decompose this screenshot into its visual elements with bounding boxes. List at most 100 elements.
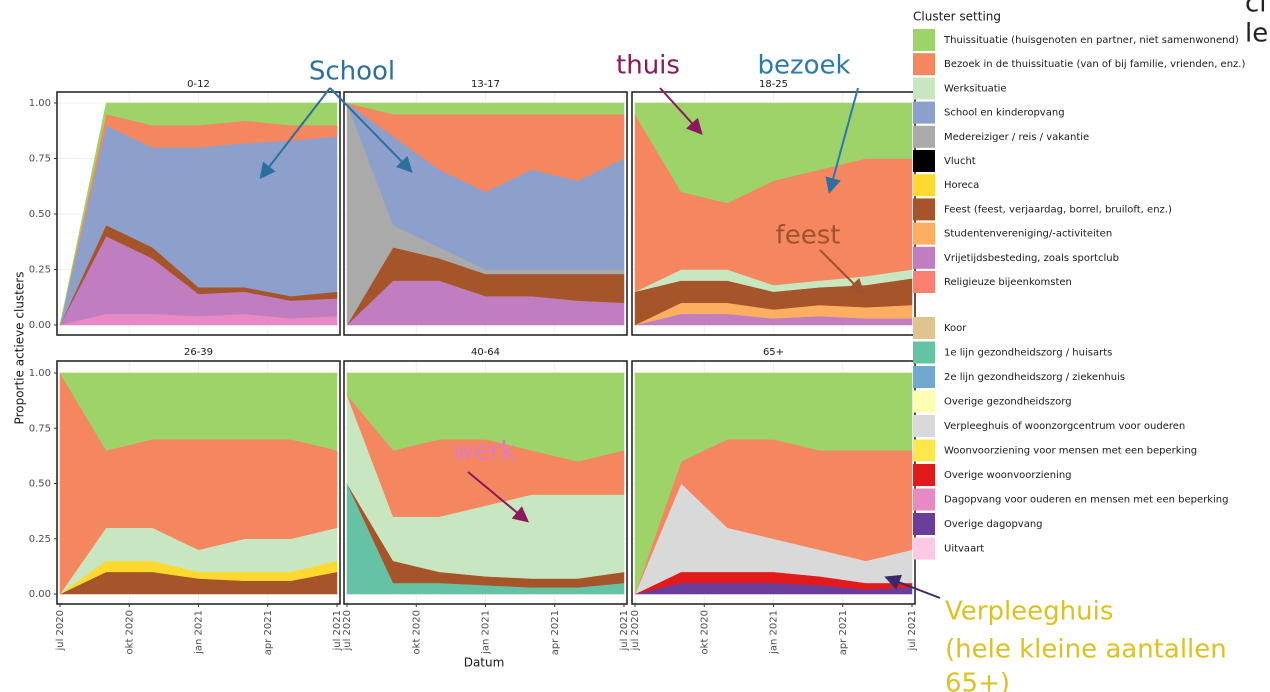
legend-swatch [913, 390, 935, 413]
y-tick-label: 0.25 [29, 534, 51, 545]
arrow [659, 87, 703, 135]
facet-title: 0-12 [187, 79, 210, 90]
x-tick-label: apr 2021 [838, 610, 849, 655]
x-tick-label: okt 2020 [124, 610, 135, 654]
y-tick-label: 0.50 [29, 479, 51, 490]
legend-label: Overige dagopvang [944, 519, 1043, 530]
legend-label: Thuissituatie (huisgenoten en partner, n… [943, 35, 1239, 46]
facet-title: 26-39 [184, 347, 213, 358]
legend-label: Religieuze bijeenkomsten [944, 277, 1072, 288]
annotation: School [309, 57, 395, 87]
legend-swatch [913, 246, 935, 269]
plots: 0-12 0.00 0.25 0.50 0.75 1.00 13-17 18-25 26-39 0… [29, 79, 918, 655]
area-segment [634, 372, 913, 595]
y-tick-label: 0.50 [29, 209, 51, 220]
legend-label: Verpleeghuis of woonzorgcentrum voor oud… [944, 421, 1185, 432]
x-tick-label: jul 2021 [332, 610, 343, 652]
x-tick-label: jul 2021 [907, 610, 918, 652]
legend-swatch [913, 222, 935, 245]
legend-swatch [913, 488, 935, 511]
legend-title: Cluster setting [913, 10, 1001, 24]
legend-label: Vrijetijdsbesteding, zoals sportclub [944, 253, 1119, 264]
facet: 26-39 0.00 0.25 0.50 0.75 1.00 jul 2020 okt 202… [29, 347, 343, 655]
arrow [259, 87, 331, 180]
x-tick-label: okt 2020 [699, 610, 710, 654]
legend-label: 1e lijn gezondheidszorg / huisarts [944, 348, 1112, 359]
y-axis-label: Proportie actieve clusters [13, 272, 27, 425]
annotation: werk [452, 437, 515, 467]
legend-label: Vlucht [944, 156, 976, 167]
x-tick-label: jan 2021 [194, 610, 205, 655]
facet: 0-12 0.00 0.25 0.50 0.75 1.00 [29, 79, 341, 336]
y-tick-label: 0.75 [29, 423, 51, 434]
legend-swatch [913, 150, 935, 172]
legend-swatch [913, 101, 935, 124]
y-tick-label: 1.00 [29, 368, 51, 379]
annotation: feest [776, 221, 841, 251]
area-segment [346, 102, 625, 115]
facet-title: 40-64 [471, 347, 500, 358]
x-axis-label: Datum [464, 656, 505, 670]
legend-swatch [913, 29, 935, 51]
legend-swatch [913, 537, 935, 560]
y-tick-label: 0.00 [29, 589, 51, 600]
annotation: thuis [616, 51, 680, 81]
legend-label: Dagopvang voor ouderen en mensen met een… [944, 495, 1228, 506]
x-tick-label: jul 2021 [619, 610, 630, 652]
arrow [467, 471, 530, 523]
legend-swatch [913, 464, 935, 486]
legend-swatch [913, 513, 935, 535]
legend-label: School en kinderopvang [944, 108, 1065, 119]
legend-label: 2e lijn gezondheidszorg / ziekenhuis [944, 372, 1125, 383]
annotation: cl [1245, 0, 1267, 19]
area-segment [59, 372, 338, 451]
x-tick-label: jan 2021 [481, 610, 492, 655]
x-tick-label: jul 2020 [342, 610, 353, 652]
legend-swatch [913, 271, 935, 293]
legend: Cluster setting Thuissituatie (huisgenot… [913, 10, 1245, 560]
facet-title: 13-17 [471, 79, 500, 90]
arrow [819, 249, 865, 295]
legend-swatch [913, 366, 935, 388]
arrow [825, 87, 859, 194]
annotation: bezoek [757, 51, 850, 81]
arrow [329, 87, 413, 173]
facet: 18-25 [631, 79, 916, 336]
area-segment [59, 102, 338, 326]
legend-label: Feest (feest, verjaardag, borrel, bruilo… [944, 204, 1172, 215]
legend-label: Uitvaart [944, 544, 984, 555]
x-tick-label: jan 2021 [769, 610, 780, 655]
annotation: Verpleeghuis [945, 597, 1113, 627]
area-segment [346, 372, 625, 462]
legend-label: Horeca [944, 180, 979, 191]
x-tick-label: apr 2021 [263, 610, 274, 655]
legend-swatch [913, 53, 935, 76]
legend-swatch [913, 317, 935, 339]
y-tick-label: 1.00 [29, 98, 51, 109]
x-tick-label: jul 2020 [55, 610, 66, 652]
legend-swatch [913, 198, 935, 221]
legend-label: Woonvoorziening voor mensen met een bepe… [944, 446, 1197, 457]
legend-swatch [913, 125, 935, 148]
arrow [884, 574, 941, 599]
annotations: School thuis bezoek feest werk Verpleeghuis (h… [309, 0, 1268, 692]
x-tick-label: okt 2020 [411, 610, 422, 654]
legend-label: Werksituatie [944, 83, 1007, 94]
facet: 13-17 [343, 79, 628, 336]
facet-title: 18-25 [759, 79, 788, 90]
facet: 65+ jul 2020 okt 2020 jan 2021 apr 2021 jul 2… [630, 347, 918, 655]
facet-title: 65+ [763, 347, 784, 358]
annotation: le [1245, 19, 1268, 49]
legend-label: Koor [944, 323, 967, 334]
x-tick-label: apr 2021 [550, 610, 561, 655]
legend-swatch [913, 174, 935, 197]
legend-label: Studentenvereniging/-activiteiten [944, 229, 1112, 240]
annotation: 65+) [945, 669, 1010, 692]
legend-swatch [913, 439, 935, 462]
annotation: (hele kleine aantallen [945, 635, 1227, 665]
legend-label: Overige woonvoorziening [944, 470, 1072, 481]
facet: 40-64 jul 2020 okt 2020 jan 2021 apr 2021 jul… [342, 347, 630, 655]
legend-label: Bezoek in de thuissituatie (van of bij f… [944, 59, 1245, 70]
legend-label: Overige gezondheidszorg [944, 397, 1072, 408]
